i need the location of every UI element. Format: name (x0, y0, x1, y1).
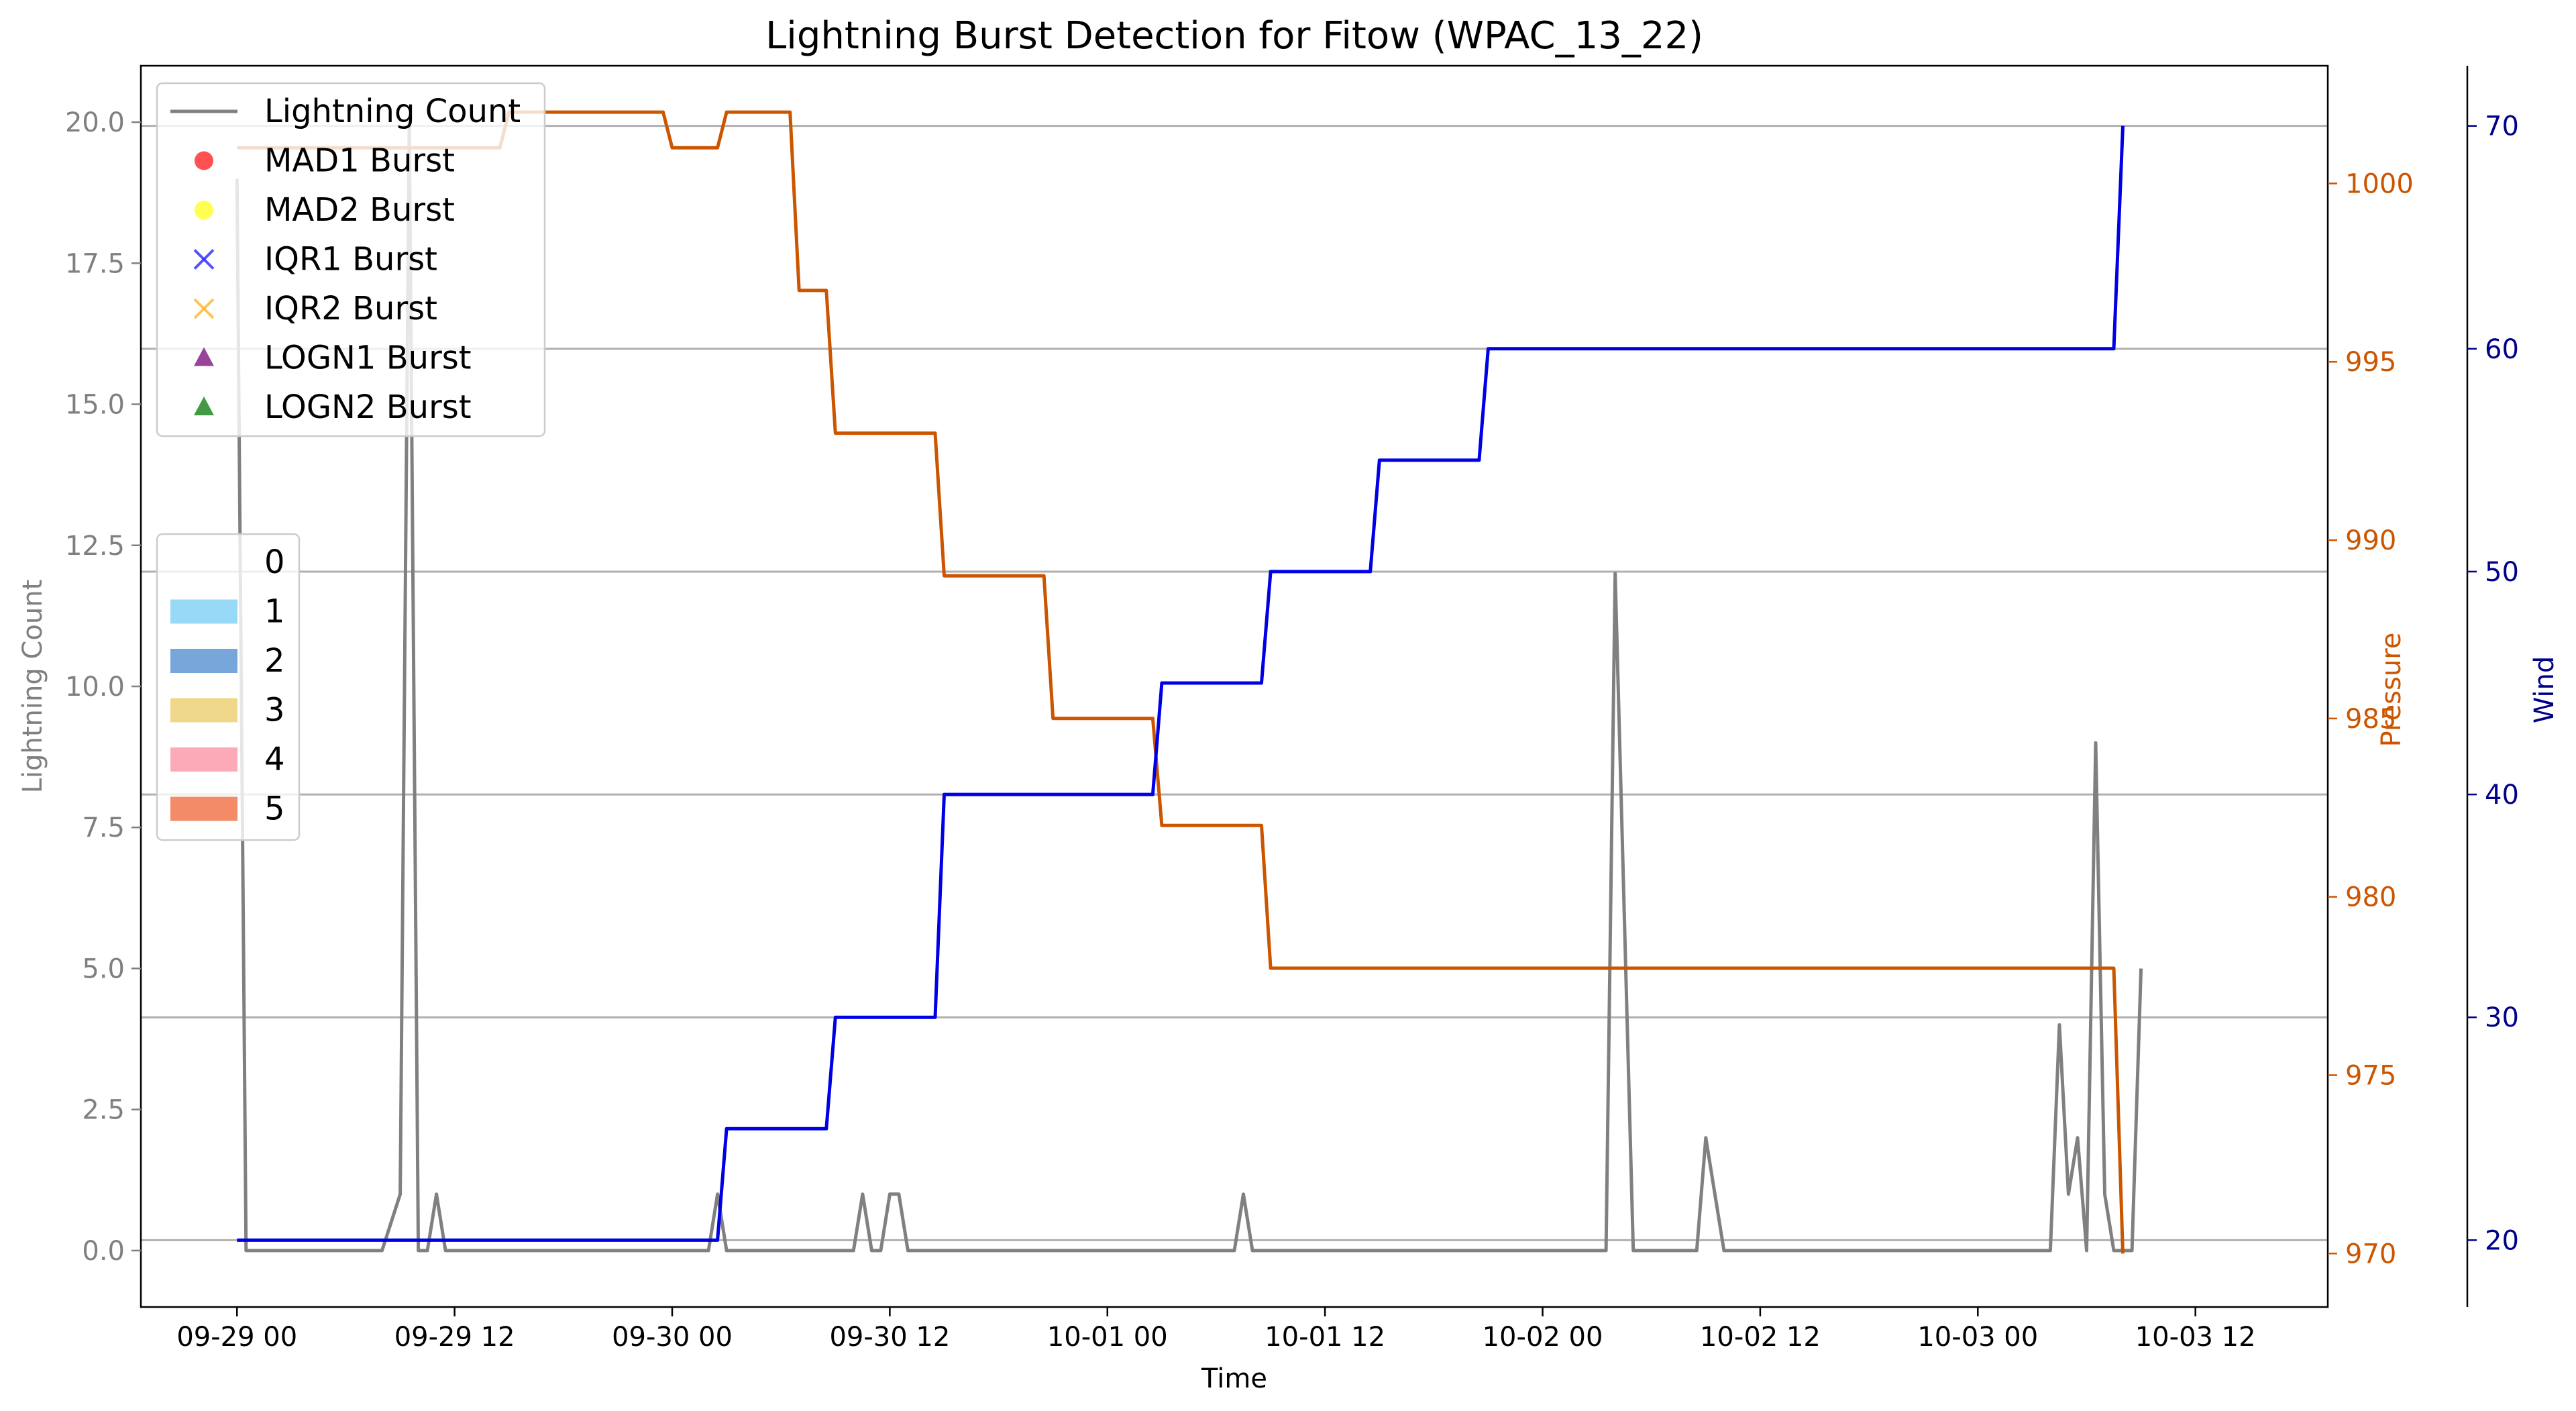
y-tick-label-lightning: 10.0 (65, 672, 125, 702)
y-tick-label-lightning: 17.5 (65, 248, 125, 279)
legend-category-swatch (170, 599, 237, 624)
x-tick-label: 09-29 12 (394, 1322, 515, 1353)
series-line-lightning-count (235, 120, 2143, 1253)
legend-label: IQR1 Burst (264, 241, 437, 278)
legend-marker-x (193, 249, 215, 270)
y-axis-title-pressure: Pressure (2376, 633, 2407, 747)
y-tick-label-pressure: 970 (2345, 1239, 2396, 1269)
x-tick-label: 09-29 00 (176, 1322, 297, 1353)
legend-marker-x-stroke (193, 249, 215, 270)
x-tick-label: 10-01 00 (1047, 1322, 1168, 1353)
series-line-wind (237, 125, 2125, 1242)
x-tick-label: 10-02 12 (1700, 1322, 1821, 1353)
legend-marker-circle (195, 201, 213, 219)
y-tick-label-lightning: 12.5 (65, 531, 125, 562)
series-line-pressure (237, 110, 2125, 1254)
axes-layer: 09-29 00 09-29 12 09-30 00 09-30 12 10-01 00… (17, 66, 2560, 1394)
legend-marker-x-stroke (193, 298, 215, 319)
legend-category-label: 3 (264, 692, 285, 729)
y-tick-label-pressure: 985 (2345, 704, 2396, 735)
y-tick-label-lightning: 5.0 (82, 953, 125, 984)
y-tick-label-lightning: 7.5 (82, 813, 125, 843)
y-tick-label-wind: 70 (2485, 111, 2519, 142)
legend-main-box (156, 82, 546, 437)
legend-category-label: 2 (264, 642, 285, 680)
legend-category-label: 4 (264, 741, 285, 778)
x-axis-title: Time (1201, 1363, 1267, 1394)
x-tick-label: 10-03 12 (2135, 1322, 2256, 1353)
legend-main: Lightning Count MAD1 Burst MAD2 Burst IQR1 … (156, 82, 546, 437)
legend-label: IQR2 Burst (264, 290, 437, 327)
y-tick-label-pressure: 980 (2345, 882, 2396, 913)
legend-category-swatch (170, 796, 237, 821)
legend-category-swatch (170, 747, 237, 772)
y-tick-label-wind: 20 (2485, 1225, 2519, 1256)
y-tick-label-pressure: 990 (2345, 525, 2396, 556)
legend-category-swatch (170, 698, 237, 723)
x-tick-label: 09-30 12 (829, 1322, 950, 1353)
y-tick-label-pressure: 995 (2345, 347, 2396, 378)
legend-category-label: 0 (264, 543, 285, 581)
legend-label: Lightning Count (264, 93, 521, 130)
legend-category-label: 1 (264, 593, 285, 631)
y-tick-label-lightning: 2.5 (82, 1095, 125, 1126)
legend-marker-x (193, 298, 215, 319)
y-tick-label-lightning: 15.0 (65, 390, 125, 421)
y-axis-title-lightning: Lightning Count (17, 580, 48, 794)
x-tick-label: 10-03 00 (1917, 1322, 2038, 1353)
legend-label: LOGN1 Burst (264, 339, 472, 377)
x-tick-label: 10-02 00 (1483, 1322, 1603, 1353)
legend-category-swatch (170, 649, 237, 673)
y-tick-label-wind: 60 (2485, 334, 2519, 365)
legend-label: MAD1 Burst (264, 142, 455, 180)
y-tick-label-wind: 40 (2485, 780, 2519, 811)
y-tick-label-lightning: 20.0 (65, 107, 125, 138)
series-layer (235, 110, 2143, 1254)
y-axis-title-wind: Wind (2529, 656, 2560, 724)
y-tick-label-lightning: 0.0 (82, 1236, 125, 1267)
legend-category: 0 1 2 3 4 5 (156, 533, 301, 841)
legend-marker-triangle (194, 347, 214, 366)
y-tick-label-pressure: 975 (2345, 1060, 2396, 1091)
y-tick-label-wind: 50 (2485, 557, 2519, 588)
legend-marker-circle (195, 151, 213, 170)
y-tick-label-wind: 30 (2485, 1002, 2519, 1033)
y-tick-label-pressure: 1000 (2345, 168, 2414, 199)
legend-marker-triangle (194, 397, 214, 415)
chart-title: Lightning Burst Detection for Fitow (WPA… (765, 14, 1703, 58)
legend-label: LOGN2 Burst (264, 388, 472, 426)
legend-category-label: 5 (264, 790, 285, 828)
x-tick-label: 09-30 00 (612, 1322, 733, 1353)
legend-label: MAD2 Burst (264, 191, 455, 229)
x-tick-label: 10-01 12 (1265, 1322, 1385, 1353)
